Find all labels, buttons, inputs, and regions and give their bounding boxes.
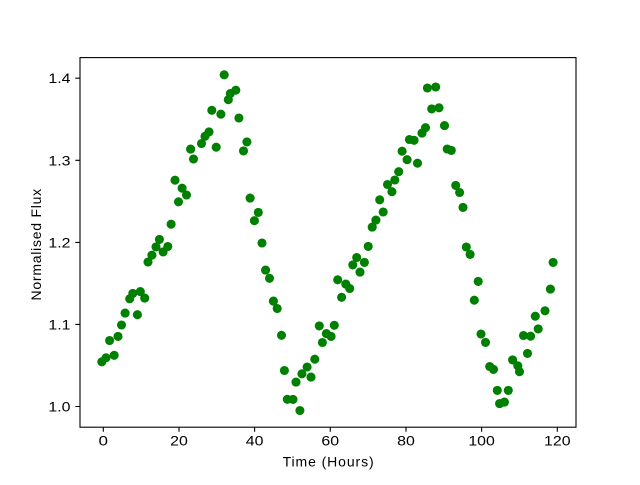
svg-text:1.2: 1.2 [48,234,70,250]
svg-text:1.4: 1.4 [48,70,70,86]
svg-text:80: 80 [397,433,415,449]
svg-text:0: 0 [99,433,109,449]
svg-text:Normalised Flux: Normalised Flux [28,188,44,300]
svg-text:1.0: 1.0 [48,399,70,415]
svg-text:Time (Hours): Time (Hours) [283,454,375,470]
svg-text:100: 100 [468,433,495,449]
svg-text:1.3: 1.3 [48,152,70,168]
svg-text:20: 20 [170,433,188,449]
svg-text:60: 60 [321,433,339,449]
svg-text:1.1: 1.1 [48,316,70,332]
svg-text:40: 40 [246,433,264,449]
svg-text:120: 120 [544,433,571,449]
